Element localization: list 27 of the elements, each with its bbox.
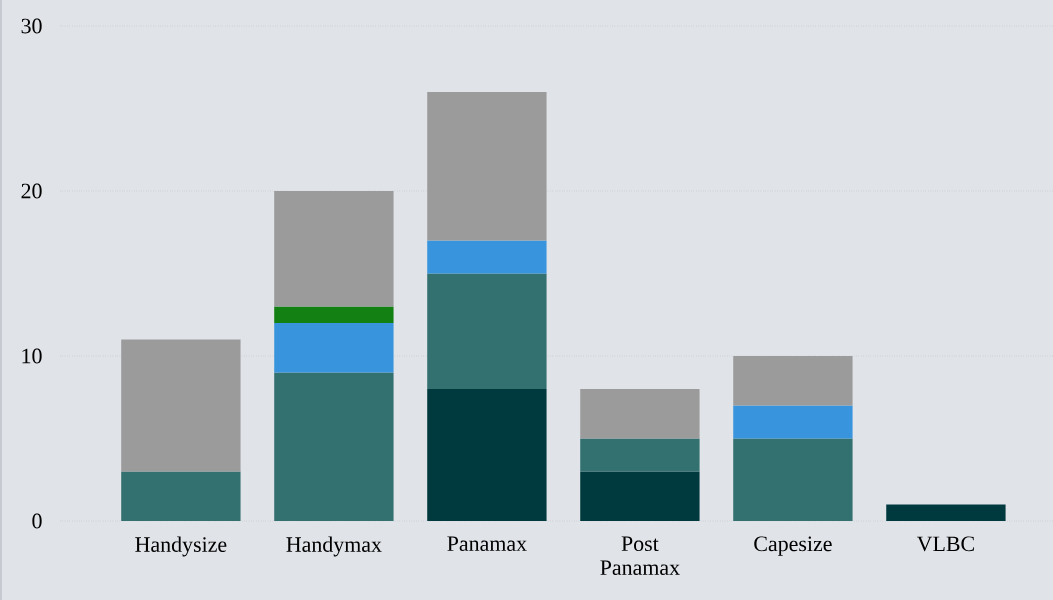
- y-tick-label: 0: [32, 513, 42, 529]
- bar: [427, 240, 547, 274]
- x-tick-label: Handysize: [135, 536, 227, 557]
- bar: [886, 504, 1006, 521]
- y-tick-label: 30: [21, 18, 42, 34]
- bar: [274, 306, 394, 323]
- bar: [580, 389, 700, 439]
- bar: [274, 323, 394, 373]
- bar: [121, 471, 241, 521]
- x-tick-label: Handymax: [286, 536, 382, 557]
- bar: [427, 92, 547, 241]
- bar: [274, 372, 394, 521]
- bar: [733, 438, 853, 521]
- bar: [580, 438, 700, 472]
- x-tick-label: Capesize: [754, 536, 832, 556]
- y-tick-label: 20: [21, 183, 42, 199]
- bar: [580, 471, 700, 521]
- bar: [733, 356, 853, 406]
- bar: [427, 389, 547, 521]
- y-tick-label: 10: [22, 348, 42, 364]
- bar: [427, 273, 547, 389]
- x-tick-label: VLBC: [916, 536, 974, 552]
- x-tick-label: Post Panamax: [600, 536, 680, 575]
- x-tick-label: Panamax: [447, 536, 527, 552]
- bar: [121, 339, 241, 472]
- bar: [733, 405, 853, 439]
- bar: [274, 191, 394, 307]
